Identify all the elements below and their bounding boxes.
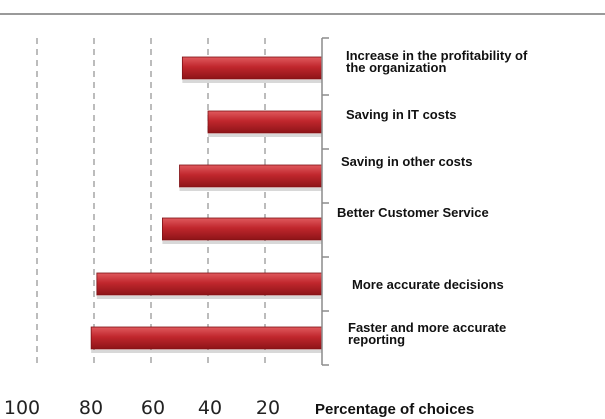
bar-3 bbox=[161, 217, 323, 241]
category-label-line: reporting bbox=[348, 332, 405, 347]
bar-0 bbox=[181, 56, 323, 80]
bar-1 bbox=[207, 110, 323, 134]
category-label-5: Faster and more accurate reporting bbox=[348, 320, 506, 347]
value-axis bbox=[321, 37, 329, 366]
category-label-line: the organization bbox=[346, 60, 446, 75]
bar-shadow-3 bbox=[162, 241, 322, 244]
category-label-4: More accurate decisions bbox=[352, 277, 504, 292]
x-tick-label-40: 40 bbox=[198, 397, 222, 419]
category-labels: Increase in the profitability of the orga… bbox=[337, 48, 528, 347]
category-label-0: Increase in the profitability of the orga… bbox=[346, 48, 528, 75]
bar-shadow-1 bbox=[208, 134, 322, 137]
category-label-line: Saving in other costs bbox=[341, 154, 472, 169]
bar-5 bbox=[90, 326, 323, 350]
x-tick-label-100: 100 bbox=[4, 397, 40, 419]
bar-shadow-0 bbox=[182, 80, 322, 83]
x-tick-label-60: 60 bbox=[141, 397, 165, 419]
x-axis-title: Percentage of choices bbox=[315, 401, 474, 418]
gridlines bbox=[36, 38, 266, 365]
category-label-1: Saving in IT costs bbox=[346, 107, 457, 122]
bar-4 bbox=[96, 272, 323, 296]
bars bbox=[90, 56, 323, 353]
top-rule bbox=[0, 13, 605, 15]
bar-shadow-2 bbox=[179, 188, 322, 191]
category-label-2: Saving in other costs bbox=[341, 154, 472, 169]
category-label-line: Saving in IT costs bbox=[346, 107, 457, 122]
bar-shadow-5 bbox=[91, 350, 323, 353]
x-tick-labels: 100 80 60 40 20 bbox=[4, 397, 280, 419]
category-label-line: Increase in the profitability of bbox=[346, 48, 528, 63]
x-tick-label-20: 20 bbox=[256, 397, 280, 419]
category-label-line: Better Customer Service bbox=[337, 205, 489, 220]
bar-2 bbox=[179, 164, 323, 188]
bar-shadow-4 bbox=[96, 296, 322, 299]
x-tick-label-80: 80 bbox=[79, 397, 103, 419]
category-label-3: Better Customer Service bbox=[337, 205, 489, 220]
category-label-line: Faster and more accurate bbox=[348, 320, 506, 335]
category-label-line: More accurate decisions bbox=[352, 277, 504, 292]
